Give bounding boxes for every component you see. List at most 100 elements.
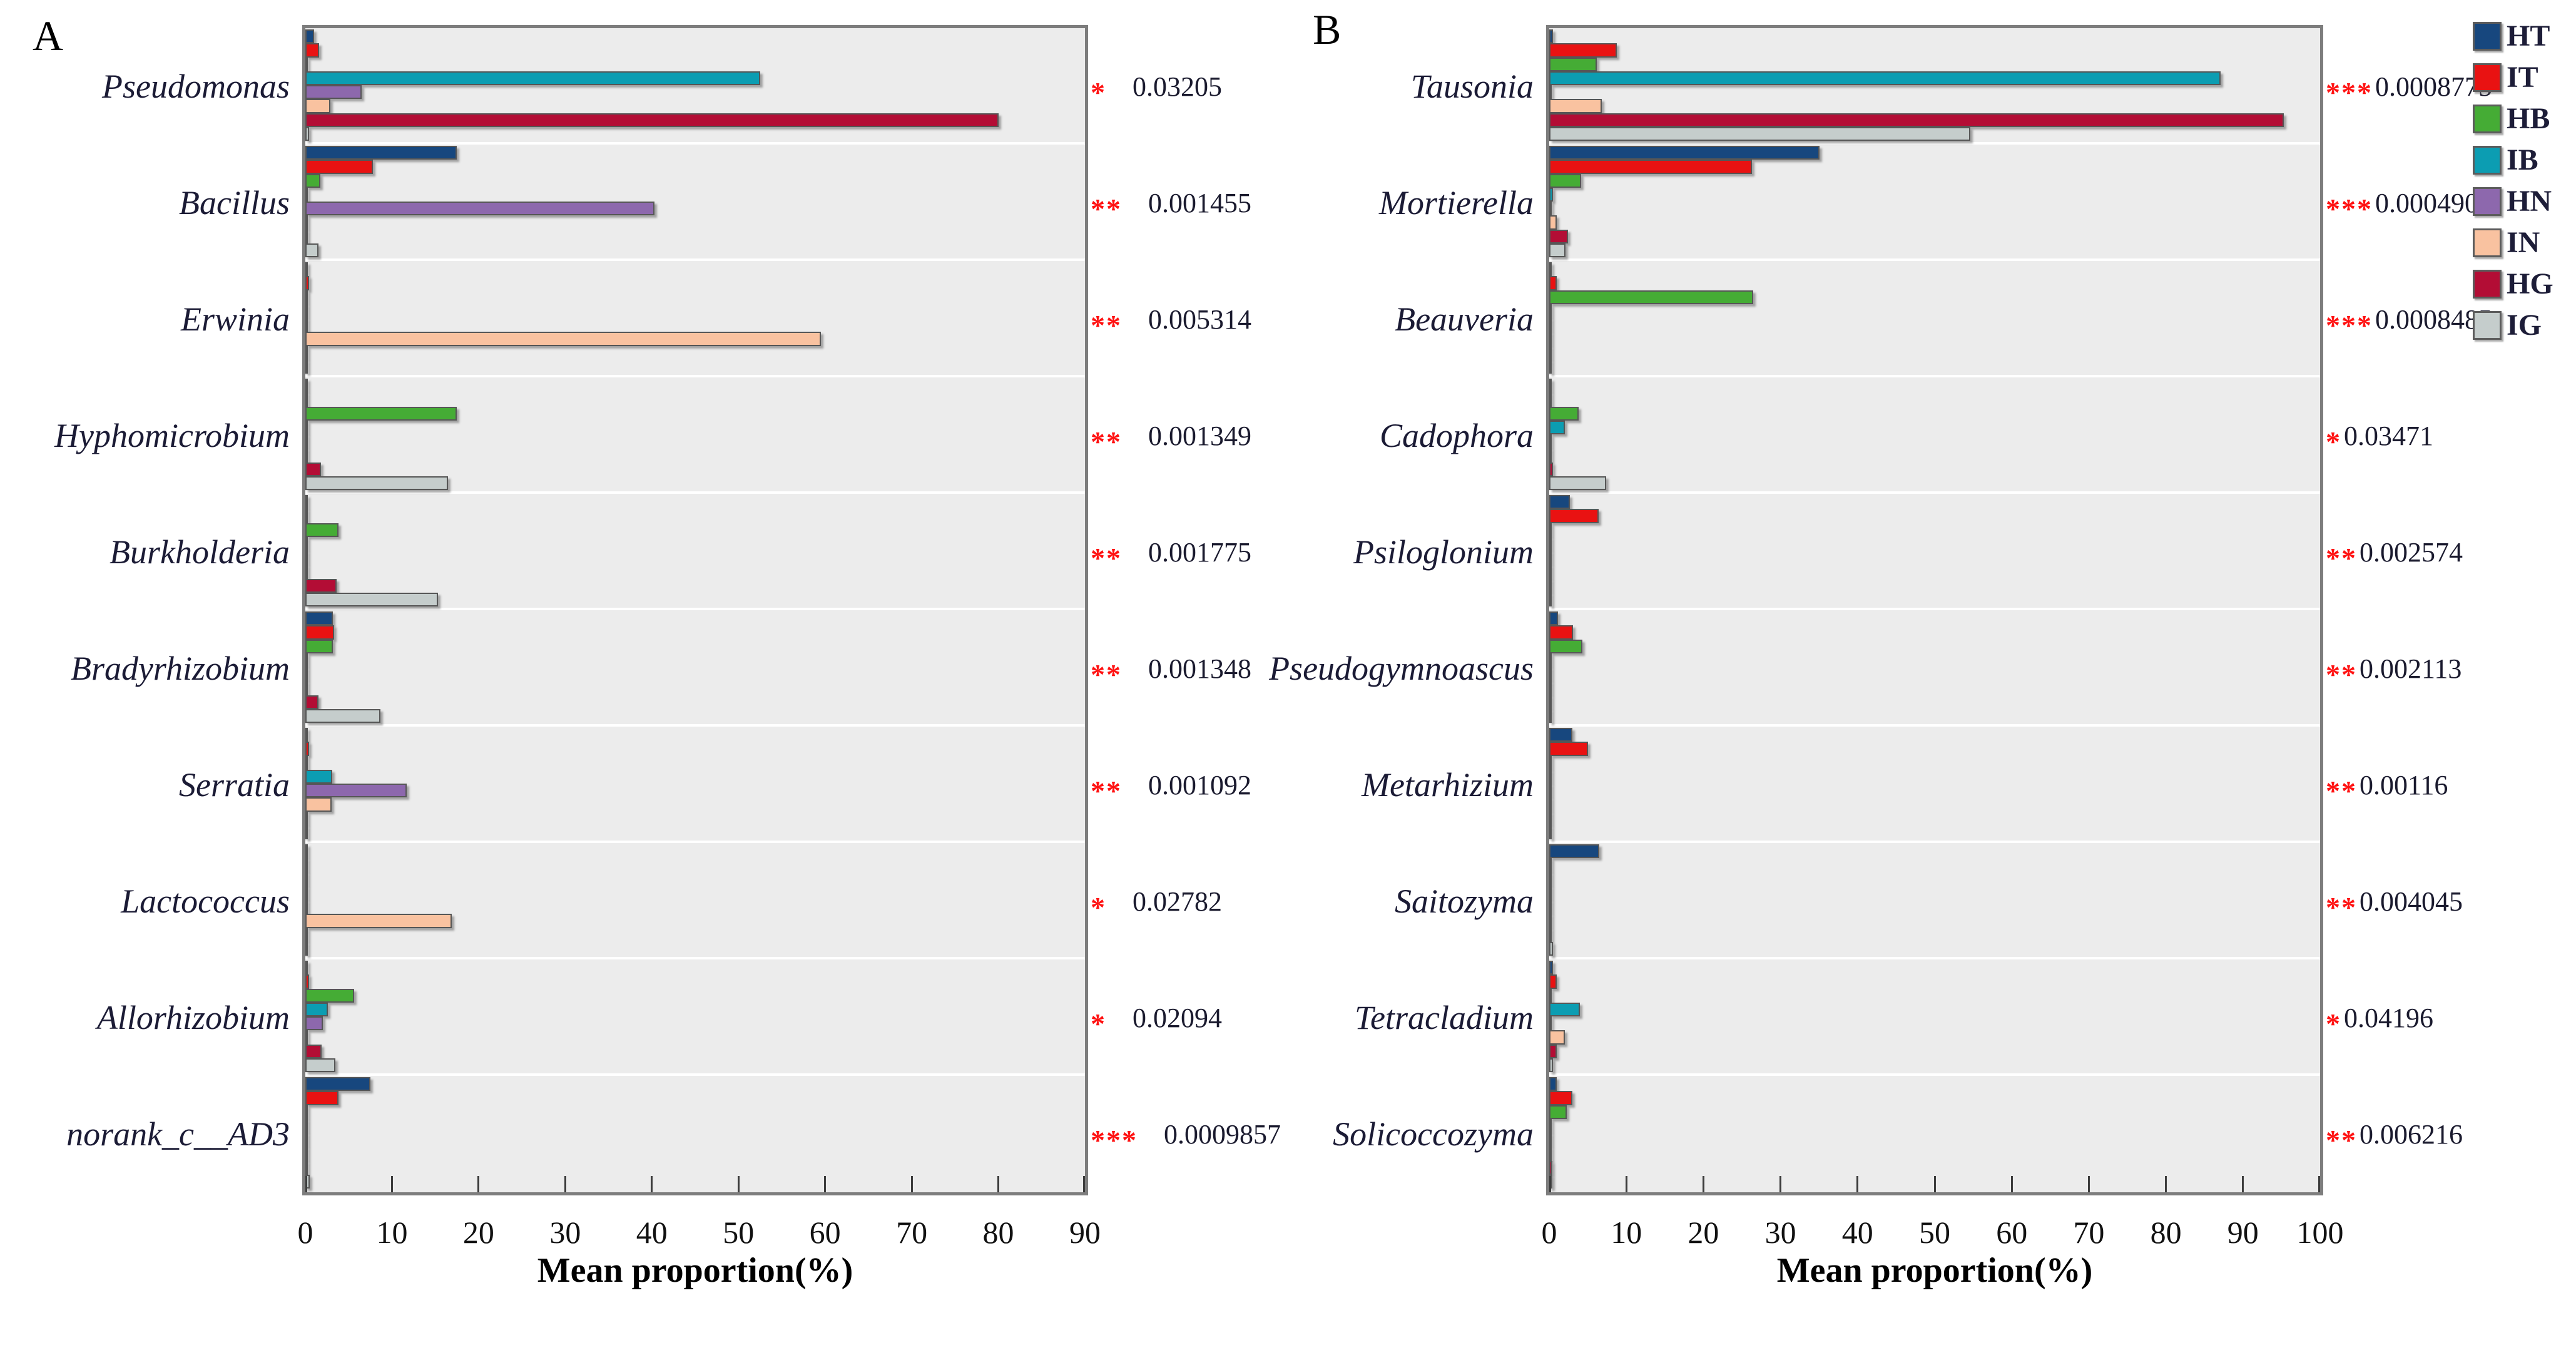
bar-IB-Burkholderia	[305, 536, 308, 551]
bar-IB-Serratia	[305, 769, 332, 784]
significance-stars: **	[2326, 1124, 2357, 1156]
bar-HT-Beauveria	[1549, 262, 1552, 277]
chart-b-plot-area	[1546, 25, 2323, 1195]
bar-HB-Beauveria	[1549, 290, 1754, 304]
x-axis-tick	[1933, 1176, 1936, 1192]
significance-Beauveria: ***0.0008485	[2326, 300, 2492, 345]
p-value: 0.03205	[1133, 71, 1222, 102]
x-axis-tick-label: 60	[809, 1215, 841, 1250]
x-axis-tick	[997, 1176, 1000, 1192]
category-label-Serratia: Serratia	[178, 766, 290, 804]
category-band	[305, 1076, 1085, 1192]
bar-IT-Serratia	[305, 742, 309, 756]
panel-a-label: A	[33, 12, 64, 59]
bar-HB-Allorhizobium	[305, 988, 354, 1003]
significance-stars: *	[1091, 891, 1106, 923]
significance-Tetracladium: *0.04196	[2326, 999, 2433, 1043]
bar-IT-Pseudogymnoascus	[1549, 625, 1574, 640]
category-label-Bradyrhizobium: Bradyrhizobium	[70, 650, 290, 687]
category-label-Metarhizium: Metarhizium	[1361, 766, 1534, 804]
x-axis-tick-label: 80	[2150, 1215, 2182, 1250]
bar-IT-norank_c__AD3	[305, 1091, 339, 1105]
significance-stars: ***	[2326, 76, 2373, 108]
bar-IN-Allorhizobium	[305, 1030, 308, 1045]
significance-Burkholderia: ** 0.001775	[1091, 533, 1251, 578]
bar-IN-norank_c__AD3	[305, 1147, 308, 1161]
bar-HN-Burkholderia	[305, 551, 308, 565]
bar-IT-Tausonia	[1549, 43, 1617, 58]
category-band	[305, 377, 1085, 491]
bar-IB-Hyphomicrobium	[305, 420, 308, 434]
x-axis-tick	[477, 1176, 480, 1192]
bar-HG-Mortierella	[1549, 229, 1568, 243]
bar-IG-Burkholderia	[305, 592, 438, 606]
significance-Serratia: ** 0.001092	[1091, 766, 1251, 810]
bar-IT-Allorhizobium	[305, 974, 309, 989]
significance-stars: **	[1091, 775, 1122, 807]
legend-swatch-IG	[2473, 311, 2502, 340]
x-axis-tick-label: 0	[297, 1215, 313, 1250]
chart-a-plot-area	[302, 25, 1088, 1195]
significance-Cadophora: *0.03471	[2326, 417, 2433, 461]
x-axis-tick	[651, 1176, 653, 1192]
x-axis-tick-label: 60	[1996, 1215, 2028, 1250]
category-band	[1549, 727, 2320, 841]
bar-HT-Mortierella	[1549, 146, 1820, 160]
x-axis-tick	[2087, 1176, 2090, 1192]
category-band	[1549, 610, 2320, 724]
category-label-Tausonia: Tausonia	[1410, 68, 1534, 105]
panel-b-label: B	[1313, 6, 1341, 53]
bar-HT-Psiloglonium	[1549, 495, 1571, 509]
x-axis-tick	[824, 1176, 827, 1192]
category-label-Mortierella: Mortierella	[1379, 184, 1534, 222]
x-axis-tick	[2010, 1176, 2013, 1192]
x-axis-tick-label: 50	[1919, 1215, 1950, 1250]
legend-item-IN: IN	[2473, 224, 2540, 262]
bar-HT-Tausonia	[1549, 29, 1554, 44]
category-label-Beauveria: Beauveria	[1395, 300, 1534, 338]
category-band	[305, 727, 1085, 841]
bar-IG-Pseudogymnoascus	[1549, 708, 1552, 723]
x-axis-tick-label: 30	[549, 1215, 581, 1250]
bar-IT-Burkholderia	[305, 509, 308, 523]
bar-HB-Solicoccozyma	[1549, 1105, 1567, 1119]
bar-HT-Burkholderia	[305, 495, 308, 509]
significance-Saitozyma: **0.004045	[2326, 882, 2463, 927]
x-axis-tick	[2318, 1176, 2320, 1192]
significance-stars: *	[1091, 1008, 1106, 1040]
bar-IB-Pseudogymnoascus	[1549, 653, 1552, 667]
x-axis-tick-label: 20	[462, 1215, 494, 1250]
legend-label: HB	[2507, 102, 2550, 135]
p-value: 0.004045	[2360, 886, 2463, 917]
x-axis-tick-label: 30	[1764, 1215, 1796, 1250]
legend-label: IT	[2507, 61, 2538, 94]
bar-HN-Pseudomonas	[305, 85, 362, 100]
bar-HB-Bradyrhizobium	[305, 639, 333, 653]
bar-IT-Tetracladium	[1549, 974, 1557, 989]
category-label-Pseudomonas: Pseudomonas	[102, 68, 290, 105]
p-value: 0.0009857	[1164, 1119, 1281, 1150]
bar-IG-Tetracladium	[1549, 1058, 1554, 1072]
significance-Bradyrhizobium: ** 0.001348	[1091, 650, 1251, 694]
bar-HN-Tetracladium	[1549, 1016, 1552, 1031]
p-value: 0.002113	[2360, 653, 2462, 684]
bar-HG-Tausonia	[1549, 113, 2284, 127]
bar-IB-Saitozyma	[1549, 886, 1552, 900]
x-axis-tick-label: 100	[2296, 1215, 2344, 1250]
bar-IN-Mortierella	[1549, 215, 1557, 230]
bar-HB-Cadophora	[1549, 406, 1579, 421]
category-label-Psiloglonium: Psiloglonium	[1353, 533, 1534, 571]
category-band	[1549, 1076, 2320, 1192]
chart-a-x-axis-title: Mean proportion(%)	[537, 1251, 853, 1290]
bar-HN-Cadophora	[1549, 434, 1552, 449]
bar-HG-Lactococcus	[305, 928, 308, 942]
bar-HT-Lactococcus	[305, 844, 308, 859]
bar-HN-Saitozyma	[1549, 900, 1552, 914]
bar-IG-Allorhizobium	[305, 1058, 336, 1072]
bar-HG-Bradyrhizobium	[305, 695, 318, 709]
p-value: 0.001349	[1148, 421, 1251, 451]
significance-stars: **	[2326, 658, 2357, 690]
bar-IG-Bacillus	[305, 243, 318, 257]
significance-Hyphomicrobium: ** 0.001349	[1091, 417, 1251, 461]
significance-stars: **	[1091, 542, 1122, 574]
